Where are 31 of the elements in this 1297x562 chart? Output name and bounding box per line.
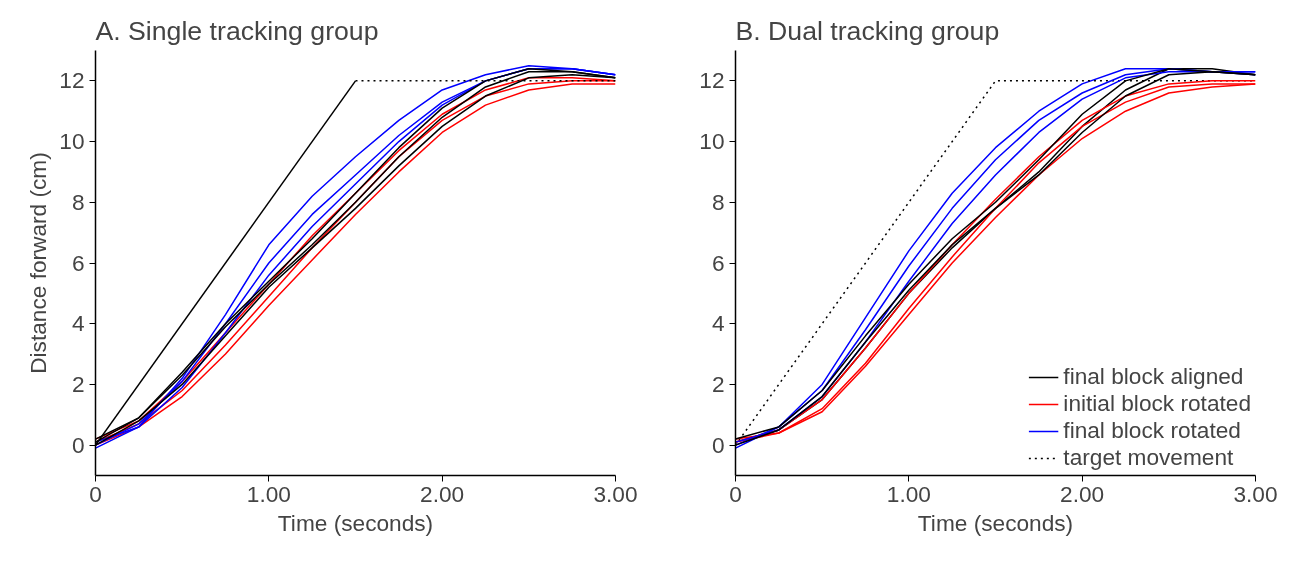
- y-tick-label: 8: [711, 188, 725, 215]
- x-tick-label: 0: [729, 480, 742, 507]
- y-tick-label: 12: [59, 67, 85, 94]
- x-axis-title: Time (seconds): [917, 509, 1074, 536]
- x-tick-label: 3.00: [593, 480, 638, 507]
- x-tick-label: 1.00: [886, 480, 931, 507]
- x-axis-title: Time (seconds): [277, 509, 434, 536]
- legend-label: final block rotated: [1063, 417, 1241, 444]
- y-tick-label: 0: [711, 431, 725, 458]
- y-tick-label: 0: [71, 431, 85, 458]
- y-tick-label: 6: [71, 249, 85, 276]
- x-tick-label: 3.00: [1233, 480, 1278, 507]
- y-axis-title: Distance forward (cm): [25, 152, 52, 374]
- legend-label: final block aligned: [1063, 363, 1244, 390]
- chart-title: A. Single tracking group: [95, 15, 379, 46]
- y-tick-label: 2: [711, 370, 725, 397]
- legend-label: initial block rotated: [1063, 390, 1251, 417]
- y-tick-label: 10: [59, 128, 85, 155]
- y-tick-label: 12: [699, 67, 725, 94]
- x-tick-label: 1.00: [246, 480, 291, 507]
- x-tick-label: 2.00: [1060, 480, 1105, 507]
- y-tick-label: 4: [711, 310, 725, 337]
- x-tick-label: 2.00: [420, 480, 465, 507]
- x-tick-label: 0: [89, 480, 102, 507]
- y-tick-label: 4: [71, 310, 85, 337]
- y-tick-label: 8: [71, 188, 85, 215]
- y-tick-label: 6: [711, 249, 725, 276]
- y-tick-label: 10: [699, 128, 725, 155]
- chart-title: B. Dual tracking group: [735, 15, 1000, 46]
- y-tick-label: 2: [71, 370, 85, 397]
- legend-label: target movement: [1063, 444, 1234, 471]
